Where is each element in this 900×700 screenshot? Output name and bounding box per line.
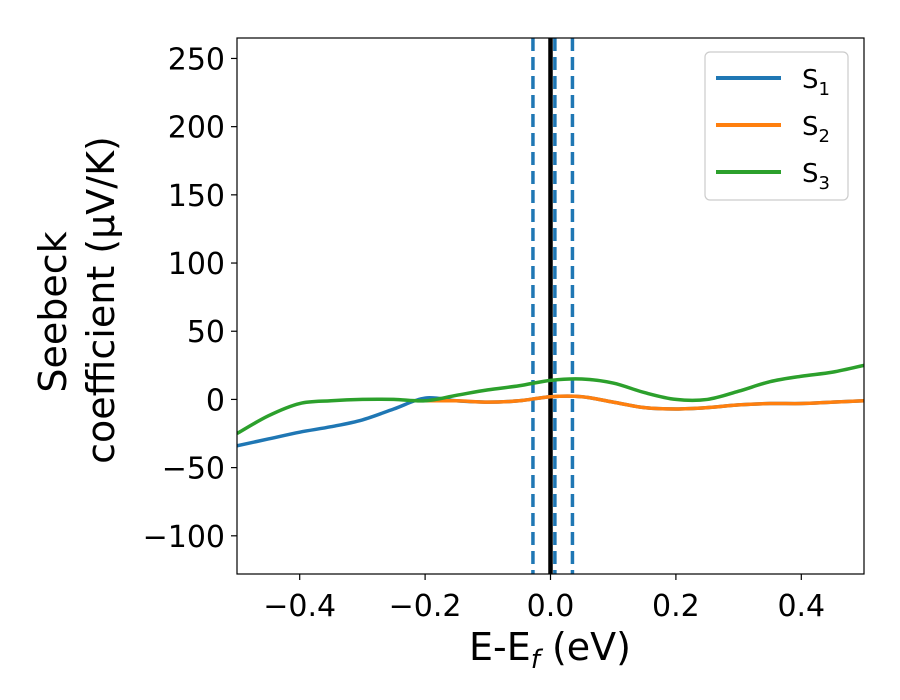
x-tick-label: 0.2 <box>652 589 700 624</box>
y-tick-label: −50 <box>162 452 225 487</box>
y-tick-label: 100 <box>168 247 225 282</box>
y-axis-title-line2: coefficient (μV/K) <box>79 136 123 464</box>
y-tick-label: 250 <box>168 42 225 77</box>
y-tick-label: 200 <box>168 111 225 146</box>
vertical-markers <box>531 38 575 574</box>
y-axis-title-line1: Seebeck <box>31 231 75 392</box>
series-line-s2 <box>425 394 864 411</box>
x-axis-title: E-Ef (eV) <box>469 625 631 675</box>
x-axis-ticks: −0.4 −0.2 0.0 0.2 0.4 <box>263 574 825 624</box>
x-tick-label: −0.4 <box>263 589 336 624</box>
series-line-s3 <box>237 363 864 436</box>
y-axis-ticks: −100 −50 0 50 100 150 200 250 <box>143 42 237 555</box>
x-tick-label: 0.0 <box>527 589 575 624</box>
y-tick-label: 50 <box>187 315 225 350</box>
y-tick-label: −100 <box>143 520 225 555</box>
y-axis-title: Seebeck coefficient (μV/K) <box>31 136 123 464</box>
x-tick-label: −0.2 <box>389 589 462 624</box>
y-tick-label: 0 <box>206 383 225 418</box>
y-tick-label: 150 <box>168 179 225 214</box>
series-lines <box>237 363 864 448</box>
x-tick-label: 0.4 <box>777 589 825 624</box>
